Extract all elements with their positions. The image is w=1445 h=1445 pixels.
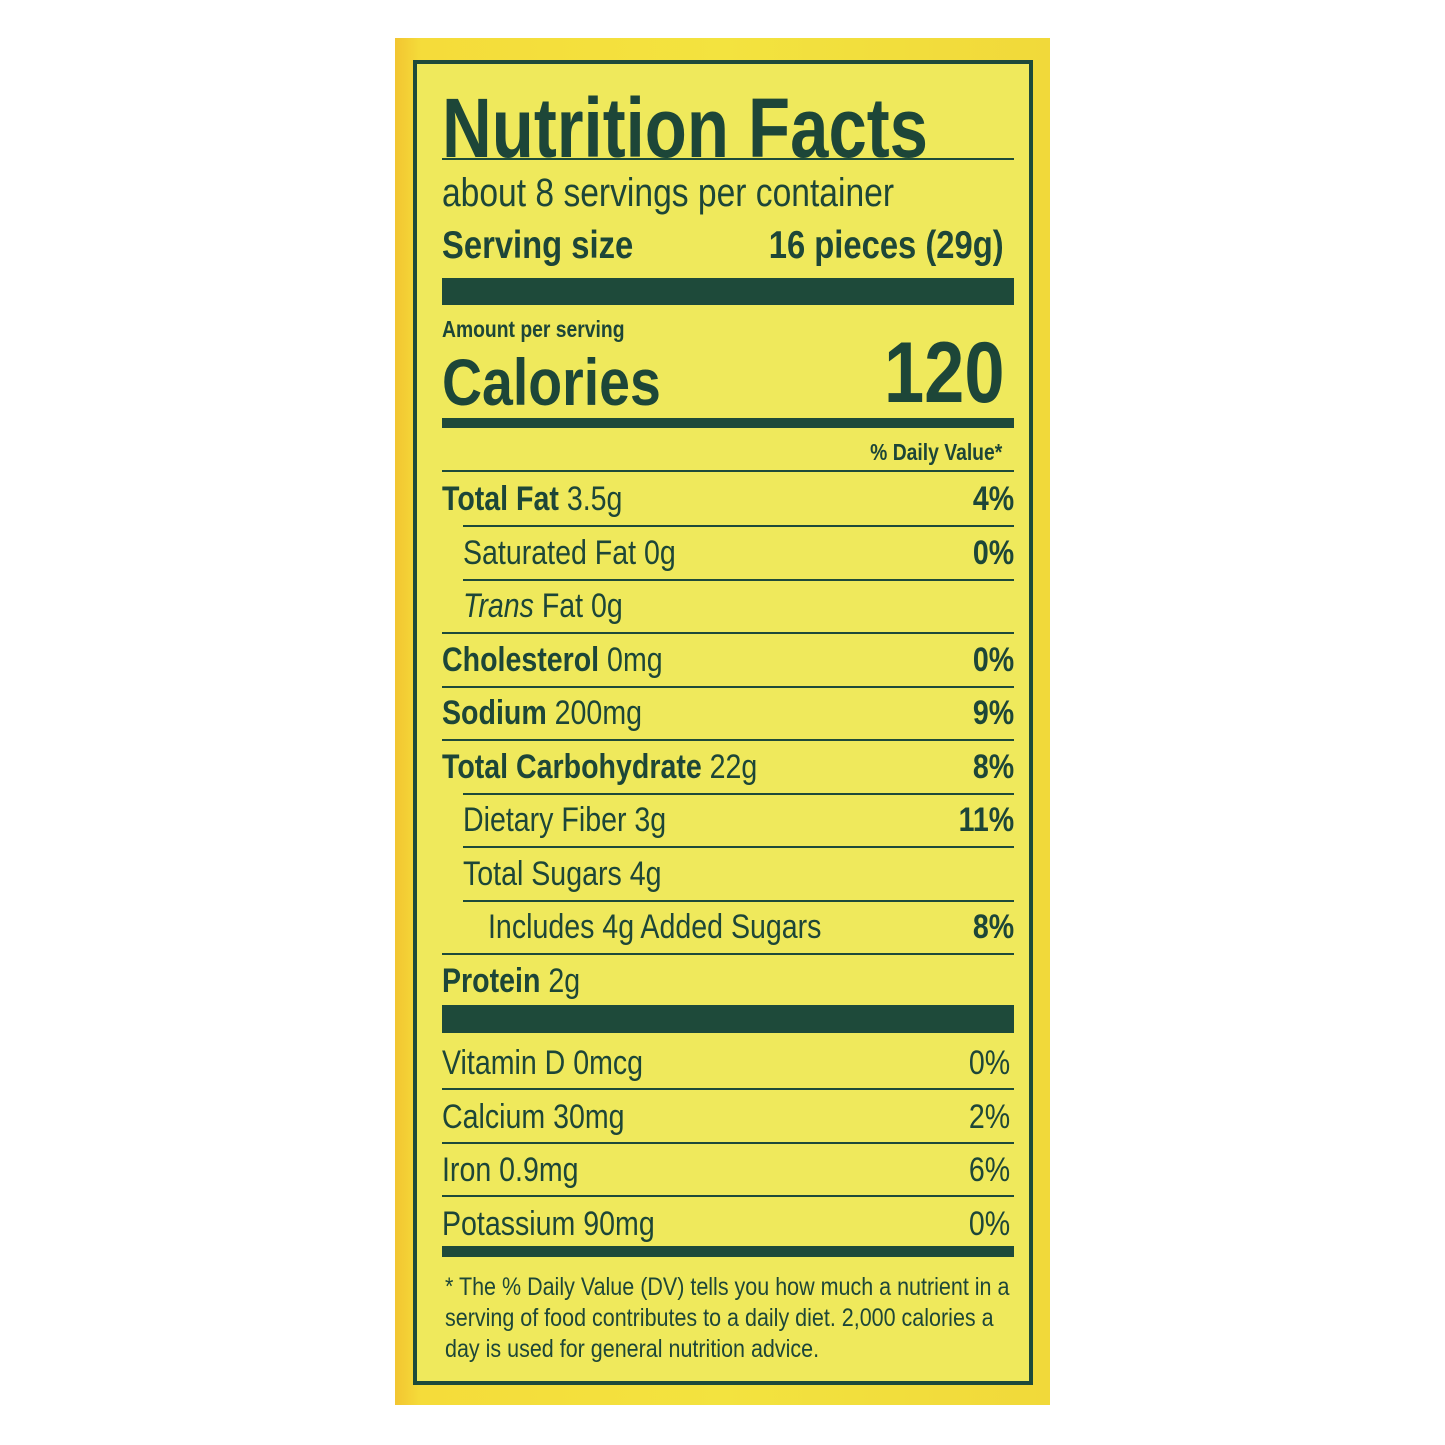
divider [463,578,1014,581]
nutrient-row: Dietary Fiber 3g 11% [442,797,1014,837]
nutrient-daily-value: 0% [972,533,1014,572]
calories-value: 120 [883,325,1004,421]
vitamin-daily-value: 2% [968,1097,1010,1136]
nutrient-daily-value: 8% [972,908,1014,946]
medium-divider [442,418,1014,428]
nutrient-name: Total Fat 3.5g [442,482,622,516]
nutrient-row: Trans Fat 0g [442,583,1014,623]
nutrient-row: Sodium 200mg 9% [442,690,1014,730]
divider [442,685,1014,688]
nutrient-name: Dietary Fiber 3g [463,803,666,837]
vitamin-row: Vitamin D 0mcg 0% [442,1040,1014,1080]
vitamin-row: Calcium 30mg 2% [442,1094,1014,1134]
daily-value-header: % Daily Value* [869,439,1002,465]
serving-size-label: Serving size [442,224,634,267]
nutrient-row: Protein 2g [442,958,1014,998]
nutrient-amount: 3.5g [566,480,623,518]
nutrient-label: Sodium [442,694,547,732]
nutrient-name: Includes 4g Added Sugars [488,910,821,944]
amount-per-serving: Amount per serving [442,316,625,342]
nutrient-name: Sodium 200mg [442,696,642,730]
vitamin-row: Potassium 90mg 0% [442,1201,1014,1241]
divider [442,158,1014,160]
nutrient-row: Total Carbohydrate 22g 8% [442,744,1014,784]
nutrient-row: Cholesterol 0mg 0% [442,637,1014,677]
nutrient-label: Dietary Fiber [463,801,627,839]
nutrient-name: Total Sugars 4g [463,857,661,891]
nutrient-name: Trans Fat 0g [463,589,623,623]
vitamin-row: Iron 0.9mg 6% [442,1147,1014,1187]
nutrient-name: Total Carbohydrate 22g [442,750,757,784]
nutrient-daily-value: 9% [972,694,1014,732]
divider [442,739,1014,741]
nutrient-label: Cholesterol [442,640,600,679]
serving-size-value: 16 pieces (29g) [769,224,1004,267]
vitamin-name: Iron 0.9mg [442,1151,579,1189]
divider [463,525,1014,527]
nutrient-row: Includes 4g Added Sugars 8% [442,904,1014,944]
nutrient-amount: 0mg [607,640,663,679]
label-title: Nutrition Facts [442,81,929,175]
divider [463,792,1014,795]
vitamin-daily-value: 6% [968,1151,1010,1189]
nutrient-amount: 0g [643,533,676,572]
medium-divider [442,1246,1014,1257]
nutrient-label: Saturated Fat [463,533,637,572]
nutrient-amount: 0g [591,587,623,625]
thick-divider [442,278,1014,305]
nutrient-daily-value: 8% [972,747,1014,786]
nutrient-label: Protein [442,961,541,1000]
divider [463,846,1014,848]
divider [442,953,1014,955]
calories-label: Calories [442,345,661,419]
footnote: * The % Daily Value (DV) tells you how m… [445,1273,1010,1363]
nutrient-daily-value: 11% [958,801,1014,839]
divider [442,632,1014,634]
nutrient-amount: 4g [629,854,662,893]
vitamin-daily-value: 0% [968,1204,1010,1243]
nutrient-amount: 3g [634,801,667,839]
nutrient-label: Includes 4g Added Sugars [488,908,822,946]
thick-divider [442,1005,1014,1033]
nutrient-row: Total Fat 3.5g 4% [442,476,1014,516]
vitamin-name: Potassium 90mg [442,1204,655,1243]
vitamin-name: Vitamin D 0mcg [442,1044,644,1082]
servings-per-container: about 8 servings per container [442,171,895,215]
divider [442,1141,1014,1144]
nutrient-daily-value: 0% [972,640,1014,679]
nutrient-name: Protein 2g [442,964,580,998]
nutrient-daily-value: 4% [972,480,1014,518]
nutrient-amount: 2g [548,961,581,1000]
nutrition-facts-label: Nutrition Facts about 8 servings per con… [413,60,1033,1385]
vitamin-name: Calcium 30mg [442,1097,625,1136]
nutrient-label: Trans [463,587,534,625]
nutrient-label: Total Carbohydrate [442,747,702,786]
divider [463,899,1014,902]
nutrient-row: Total Sugars 4g [442,851,1014,891]
vitamin-daily-value: 0% [968,1044,1010,1082]
divider [442,1088,1014,1090]
nutrient-label: Total Fat [442,480,559,518]
nutrient-name: Saturated Fat 0g [463,536,676,570]
nutrient-amount: 22g [709,747,758,786]
nutrient-name: Cholesterol 0mg [442,643,663,677]
divider [442,1195,1014,1197]
nutrient-suffix: Fat [541,587,584,625]
nutrient-row: Saturated Fat 0g 0% [442,530,1014,570]
divider [442,470,1014,472]
nutrient-amount: 200mg [554,694,642,732]
nutrient-label: Total Sugars [463,854,622,893]
